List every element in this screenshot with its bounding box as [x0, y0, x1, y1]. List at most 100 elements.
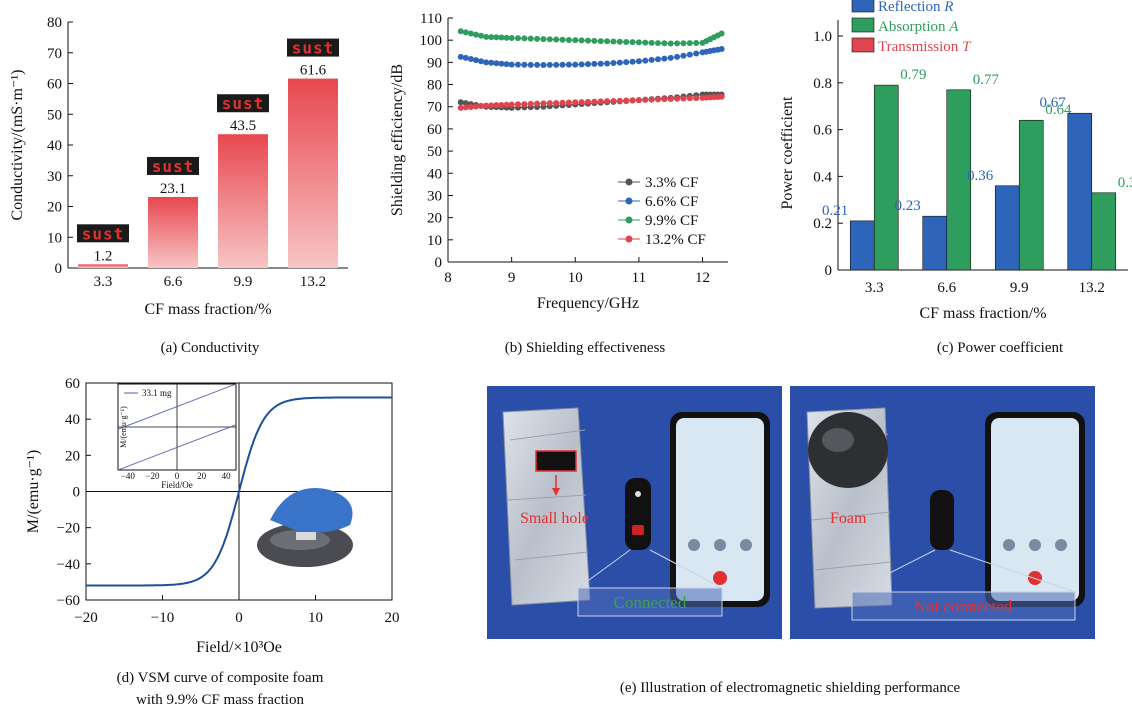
- b-data-point: [648, 39, 655, 46]
- b-data-point: [565, 61, 572, 68]
- b-data-point: [478, 32, 485, 39]
- c-legend-label: Transmission T: [878, 39, 972, 55]
- b-data-point: [693, 95, 700, 102]
- b-xtick-label: 11: [632, 270, 646, 286]
- b-data-point: [553, 36, 560, 43]
- d-ytick-label: −60: [57, 593, 80, 609]
- b-data-point: [674, 95, 681, 102]
- b-data-point: [680, 52, 687, 59]
- foil-box-left: [502, 407, 591, 606]
- caption-c: (c) Power coefficient: [937, 340, 1064, 356]
- c-value-label: 0.64: [1045, 102, 1072, 118]
- b-legend-marker: [625, 197, 633, 205]
- c-ytick-label: 1.0: [813, 29, 832, 45]
- b-data-point: [591, 60, 598, 67]
- b-data-point: [503, 101, 510, 108]
- b-data-point: [467, 103, 474, 110]
- b-ylabel: Shielding efficiency/dB: [389, 64, 406, 216]
- b-data-point: [565, 36, 572, 43]
- d-ytick-label: −20: [57, 521, 80, 537]
- phone-right-btn1: [1003, 539, 1015, 551]
- b-data-point: [457, 104, 464, 111]
- b-data-point: [515, 61, 521, 68]
- d-glove-photo: [270, 488, 353, 533]
- b-data-point: [493, 102, 500, 109]
- a-ytick-label: 20: [47, 200, 62, 216]
- phone-left-btn2: [714, 539, 726, 551]
- b-data-point: [578, 37, 585, 44]
- c-legend-label: Reflection R: [878, 0, 953, 15]
- b-data-point: [527, 100, 534, 107]
- a-ytick-label: 10: [47, 230, 62, 246]
- d-ylabel: M/(emu·g⁻¹): [25, 450, 42, 533]
- a-bar: [78, 264, 128, 268]
- c-ytick-label: 0.6: [813, 123, 832, 139]
- b-data-point: [493, 34, 500, 41]
- b-data-point: [540, 100, 547, 107]
- b-data-point: [629, 97, 636, 104]
- b-ytick-label: 10: [427, 233, 442, 249]
- b-data-point: [559, 36, 566, 43]
- b-data-point: [597, 98, 604, 105]
- b-data-point: [680, 95, 687, 102]
- c-legend-swatch: [851, 37, 875, 53]
- b-ytick-label: 20: [427, 211, 442, 227]
- b-data-point: [473, 31, 479, 38]
- c-value-label: 0.36: [967, 168, 994, 184]
- d-ytick-label: 0: [73, 485, 81, 501]
- b-data-point: [585, 98, 591, 105]
- panel-c-power-coefficient: 0 0.2 0.4 0.6 0.8 1.0 3.3 0.21 0.79 6.6 0.23 0.77 9.…: [779, 0, 1132, 322]
- d-inset-xtick-label: 20: [197, 471, 207, 481]
- b-data-point: [597, 60, 604, 67]
- b-data-point: [483, 59, 490, 66]
- b-legend-label: 3.3% CF: [645, 175, 698, 191]
- c-value-label: 0.33: [1118, 175, 1132, 191]
- phone-left-hangup: [713, 571, 727, 585]
- b-data-point: [578, 61, 585, 68]
- b-data-point: [616, 97, 623, 104]
- b-data-point: [534, 61, 541, 68]
- b-data-point: [559, 99, 566, 106]
- a-ytick-label: 40: [47, 138, 62, 154]
- b-data-point: [498, 34, 505, 41]
- c-legend-label: Absorption A: [878, 19, 959, 35]
- b-data-point: [655, 40, 661, 47]
- b-data-point: [661, 96, 668, 103]
- b-data-point: [604, 38, 611, 45]
- d-inset-branch-lower: [117, 424, 237, 471]
- c-legend-symbol: A: [948, 19, 959, 35]
- b-data-point: [686, 95, 693, 102]
- zoom-line-left-a: [577, 549, 631, 589]
- foam-sample: [808, 412, 888, 488]
- a-bar: [288, 78, 338, 268]
- phone-left-btn1: [688, 539, 700, 551]
- c-value-label: 0.23: [895, 198, 921, 214]
- d-xtick-label: −20: [74, 610, 97, 626]
- b-data-point: [457, 28, 464, 35]
- b-data-point: [473, 103, 479, 110]
- d-ytick-label: −40: [57, 557, 80, 573]
- c-bar: [922, 215, 948, 271]
- c-bar: [873, 84, 899, 271]
- a-ytick-label: 60: [47, 77, 62, 93]
- a-ytick-label: 0: [55, 261, 63, 277]
- b-data-point: [483, 33, 490, 40]
- b-data-point: [642, 39, 649, 46]
- c-xtick-label: 13.2: [1079, 280, 1105, 296]
- b-data-point: [674, 40, 681, 47]
- b-data-point: [693, 50, 700, 57]
- b-data-point: [585, 61, 591, 68]
- b-data-point: [483, 102, 490, 109]
- caption-a: (a) Conductivity: [161, 340, 260, 356]
- a-value-label: 1.2: [94, 248, 113, 264]
- a-value-label: 23.1: [160, 181, 186, 197]
- b-data-point: [648, 96, 655, 103]
- b-data-point: [498, 101, 505, 108]
- b-data-point: [521, 101, 528, 108]
- d-inset-xtick-label: 40: [222, 471, 232, 481]
- b-data-point: [553, 61, 560, 68]
- panel-e-photos: Small hole Connected Foam Not connected: [487, 386, 1095, 639]
- foil-creases-left: [507, 429, 589, 561]
- a-bar: [148, 196, 198, 268]
- b-legend-label: 13.2% CF: [645, 232, 706, 248]
